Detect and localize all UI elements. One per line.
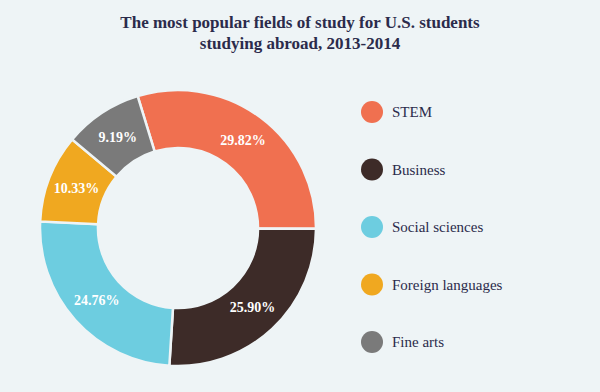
slice bbox=[169, 228, 316, 366]
legend-swatch bbox=[361, 159, 383, 181]
title-line: The most popular fields of study for U.S… bbox=[120, 13, 480, 32]
legend-swatch bbox=[361, 216, 383, 238]
slice bbox=[40, 221, 173, 365]
slice bbox=[138, 90, 316, 229]
data-label: 10.33% bbox=[54, 181, 100, 196]
legend-entry: Social sciences bbox=[392, 219, 483, 235]
title: The most popular fields of study for U.S… bbox=[120, 13, 480, 53]
chart: The most popular fields of study for U.S… bbox=[0, 0, 600, 392]
slices bbox=[40, 90, 316, 366]
legend: STEM Business Social sciences Foreign langu… bbox=[361, 101, 503, 353]
legend-entry: Fine arts bbox=[392, 334, 444, 350]
legend-entry: STEM bbox=[392, 104, 432, 120]
title-line: studying abroad, 2013-2014 bbox=[200, 34, 401, 53]
data-label: 9.19% bbox=[99, 130, 138, 145]
data-label: 25.90% bbox=[230, 300, 276, 315]
legend-swatch bbox=[361, 331, 383, 353]
legend-entry: Business bbox=[392, 162, 446, 178]
legend-entry: Foreign languages bbox=[392, 277, 503, 293]
data-label: 24.76% bbox=[74, 293, 120, 308]
legend-swatch bbox=[361, 101, 383, 123]
slice bbox=[72, 96, 154, 177]
data-label: 29.82% bbox=[220, 133, 266, 148]
legend-swatch bbox=[361, 274, 383, 296]
slice-labels: 29.82% 25.90% 24.76% 10.33% 9.19% bbox=[54, 130, 275, 316]
